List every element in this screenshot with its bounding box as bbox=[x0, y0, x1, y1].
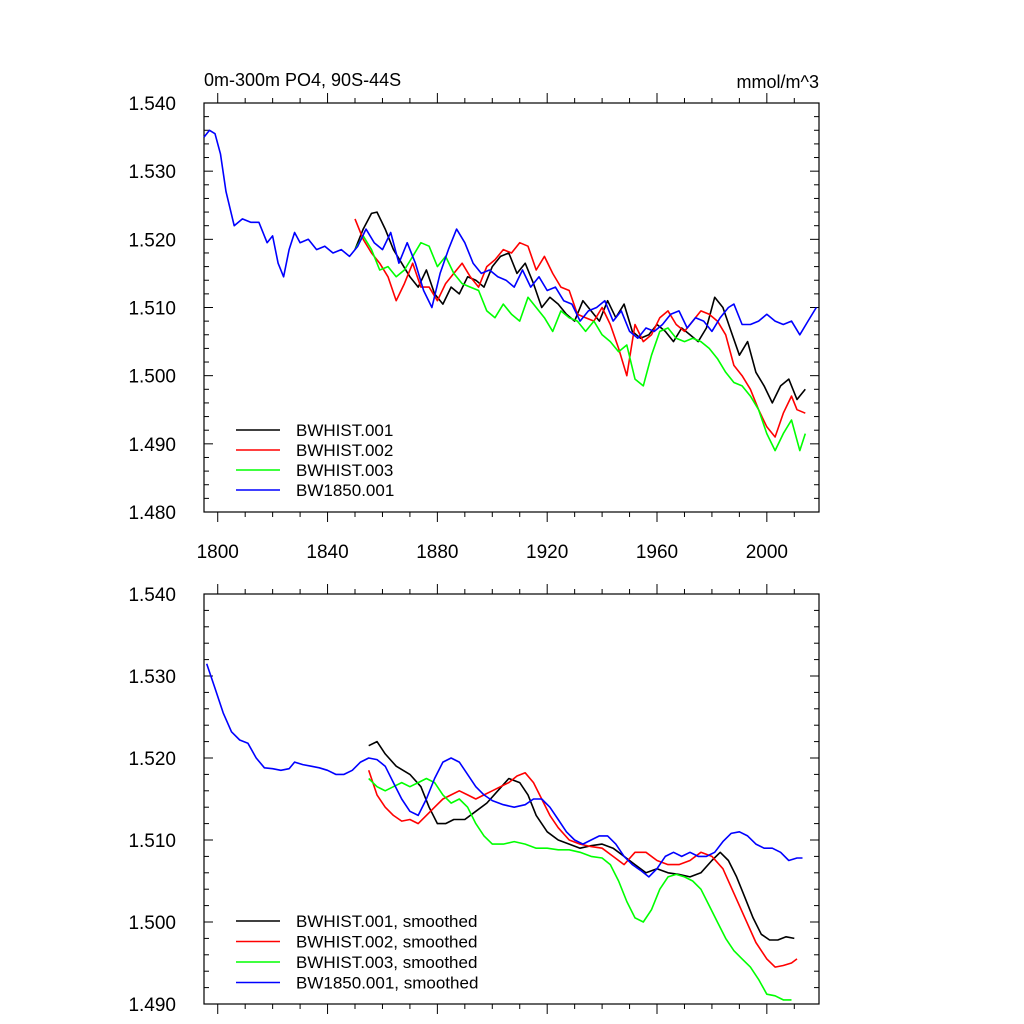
top-panel: 0m-300m PO4, 90S-44S mmol/m^3 1.480 1.490… bbox=[128, 70, 820, 563]
series-line bbox=[354, 235, 807, 452]
x-tick-label: 1880 bbox=[416, 542, 458, 563]
units-label: mmol/m^3 bbox=[737, 72, 819, 92]
x-tick-label: 1840 bbox=[306, 542, 348, 563]
series-line bbox=[354, 218, 806, 438]
series-line bbox=[203, 129, 817, 339]
y-tick-label: 1.520 bbox=[128, 749, 176, 770]
y-tick-label: 1.490 bbox=[128, 995, 176, 1016]
x-tick-label: 1800 bbox=[197, 542, 239, 563]
series-line bbox=[367, 770, 798, 968]
plot-frame bbox=[203, 593, 820, 1005]
legend-label: BWHIST.001 bbox=[296, 421, 393, 440]
y-tick-label: 1.500 bbox=[128, 913, 176, 934]
y-tick-label: 1.520 bbox=[128, 230, 176, 251]
y-tick-label: 1.530 bbox=[128, 667, 176, 688]
y-tick-label: 1.480 bbox=[128, 503, 176, 524]
y-tick-label: 1.500 bbox=[128, 367, 176, 388]
y-tick-label: 1.540 bbox=[128, 585, 176, 606]
legend-label: BW1850.001 bbox=[296, 481, 394, 500]
bottom-panel: 1.490 1.500 1.510 1.520 1.530 1.540 BWHIST.001… bbox=[128, 584, 820, 1016]
legend-label: BWHIST.002 bbox=[296, 441, 393, 460]
legend-label: BWHIST.002, smoothed bbox=[296, 933, 477, 952]
y-tick-label: 1.530 bbox=[128, 162, 176, 183]
y-tick-label: 1.540 bbox=[128, 94, 176, 115]
chart-title: 0m-300m PO4, 90S-44S bbox=[204, 70, 401, 90]
x-tick-label: 1960 bbox=[636, 542, 678, 563]
x-tick-label: 1920 bbox=[526, 542, 568, 563]
legend-label: BWHIST.001, smoothed bbox=[296, 912, 477, 931]
series-line bbox=[368, 740, 795, 941]
legend-label: BW1850.001, smoothed bbox=[296, 974, 478, 993]
legend-label: BWHIST.003 bbox=[296, 461, 393, 480]
series-line bbox=[368, 777, 792, 1001]
y-tick-label: 1.490 bbox=[128, 435, 176, 456]
y-tick-label: 1.510 bbox=[128, 831, 176, 852]
x-tick-label: 2000 bbox=[746, 542, 788, 563]
series-line bbox=[354, 211, 806, 404]
legend-label: BWHIST.003, smoothed bbox=[296, 953, 477, 972]
y-tick-label: 1.510 bbox=[128, 299, 176, 320]
series-line bbox=[205, 663, 803, 878]
